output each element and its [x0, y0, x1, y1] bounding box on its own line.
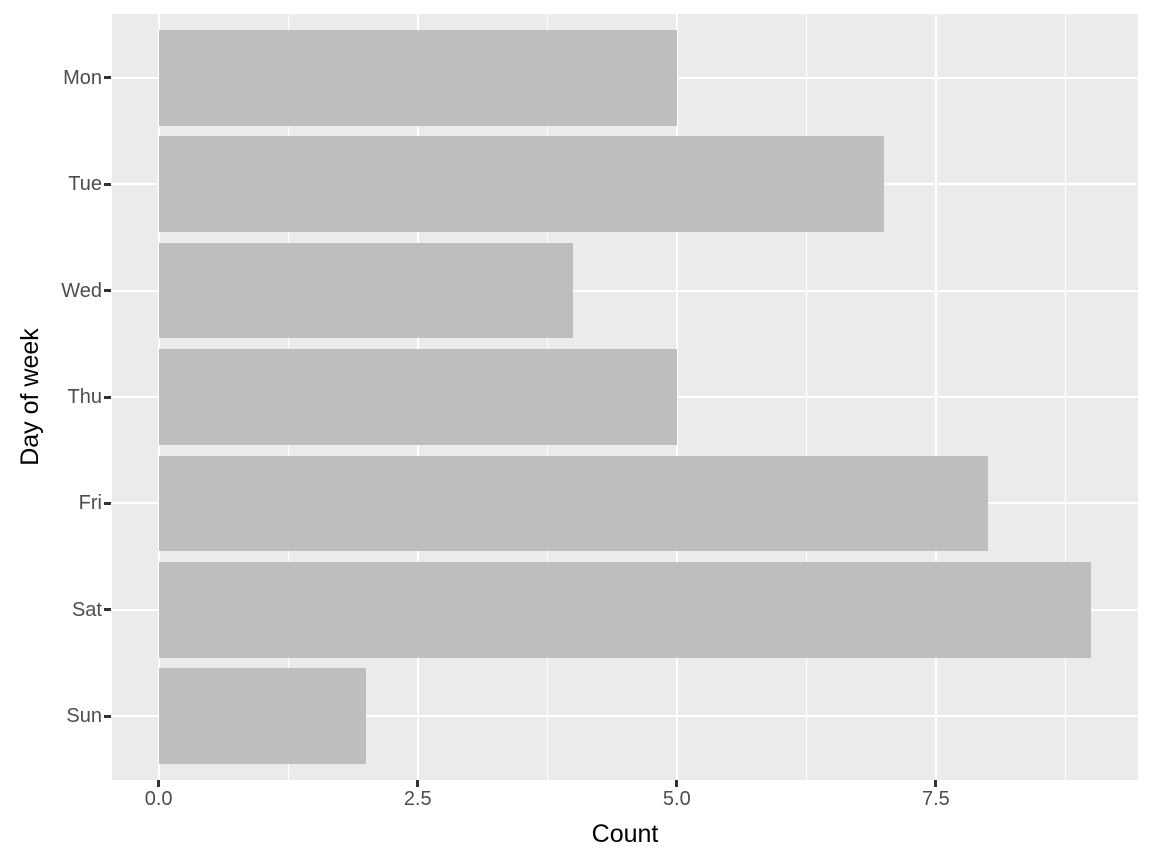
- y-tick-mark: [104, 182, 111, 186]
- x-tick-label: 2.5: [403, 788, 432, 810]
- x-tick-label: 0.0: [144, 788, 173, 810]
- y-tick-label: Mon: [63, 66, 102, 89]
- y-tick-mark: [104, 501, 111, 505]
- plot-panel: [112, 14, 1138, 780]
- bar-sat: [158, 561, 1092, 658]
- y-tick-label: Thu: [67, 386, 102, 408]
- y-axis-title: Day of week: [16, 328, 44, 466]
- y-tick-mark: [104, 608, 111, 612]
- y-tick-label: Wed: [61, 279, 102, 302]
- bar-thu: [158, 349, 677, 445]
- y-tick-label: Fri: [78, 492, 102, 515]
- x-tick-label: 5.0: [662, 788, 691, 810]
- x-tick-mark: [157, 780, 161, 787]
- y-tick-mark: [104, 76, 111, 80]
- y-tick-mark: [104, 714, 111, 718]
- x-axis-title: Count: [591, 820, 659, 848]
- category-gridline: [112, 289, 1138, 292]
- y-tick-label: Sat: [71, 598, 102, 621]
- bar-sun: [158, 668, 366, 765]
- y-tick-label: Tue: [68, 173, 102, 196]
- bar-tue: [158, 136, 885, 233]
- x-tick-label: 7.5: [922, 788, 950, 810]
- bar-fri: [158, 455, 988, 552]
- y-tick-label: Sun: [66, 705, 102, 728]
- x-tick-mark: [416, 780, 420, 787]
- bar-mon: [158, 29, 677, 126]
- category-gridline: [112, 715, 1138, 718]
- x-tick-mark: [675, 780, 679, 787]
- y-tick-mark: [104, 289, 111, 293]
- y-tick-mark: [104, 395, 111, 399]
- x-tick-mark: [934, 780, 938, 787]
- bar-wed: [158, 242, 574, 339]
